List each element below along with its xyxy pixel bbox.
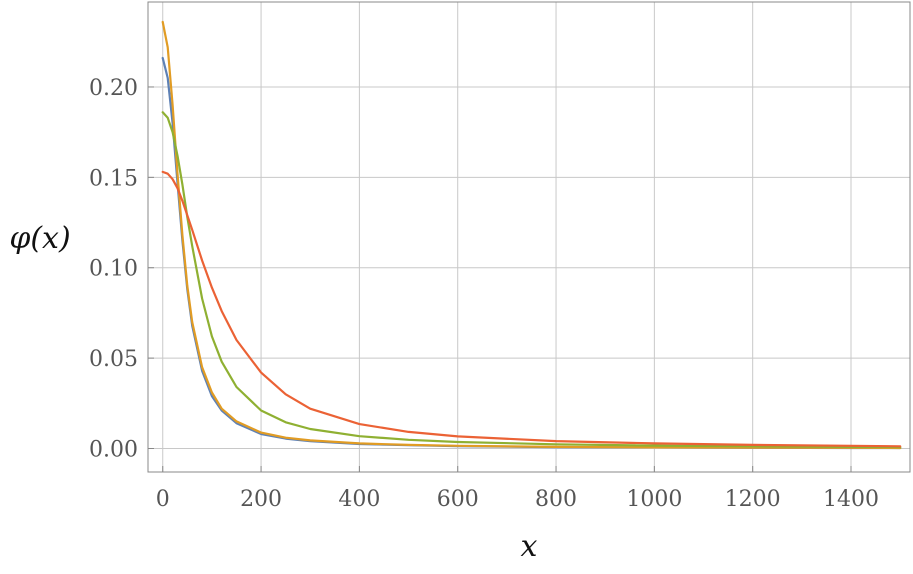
- y-tick-label: 0.00: [89, 438, 138, 463]
- y-tick-label: 0.10: [89, 257, 138, 282]
- y-tick-label: 0.15: [89, 166, 138, 191]
- x-tick-label: 400: [338, 487, 380, 512]
- series-line-1: [161, 56, 902, 450]
- x-tick-labels: 0 200 400 600 800 1000 1200 1400: [156, 487, 879, 512]
- series-group: [161, 20, 902, 450]
- x-tick-label: 200: [240, 487, 282, 512]
- grid: [148, 2, 910, 472]
- x-tick-label: 800: [535, 487, 577, 512]
- y-axis-label: φ(x): [9, 221, 70, 256]
- series-line-4: [161, 170, 902, 448]
- series-line-2: [161, 20, 902, 450]
- axis-ticks: [148, 86, 852, 472]
- x-tick-label: 1000: [626, 487, 682, 512]
- x-tick-label: 1200: [725, 487, 781, 512]
- x-tick-label: 0: [156, 487, 170, 512]
- y-tick-label: 0.05: [89, 347, 138, 372]
- x-tick-label: 600: [437, 487, 479, 512]
- y-tick-label: 0.20: [89, 76, 138, 101]
- x-tick-label: 1400: [823, 487, 879, 512]
- plot-frame: [147, 1, 911, 473]
- series-line-3: [161, 111, 902, 449]
- x-axis-label: x: [521, 529, 538, 564]
- y-tick-labels: 0.00 0.05 0.10 0.15 0.20: [89, 76, 138, 463]
